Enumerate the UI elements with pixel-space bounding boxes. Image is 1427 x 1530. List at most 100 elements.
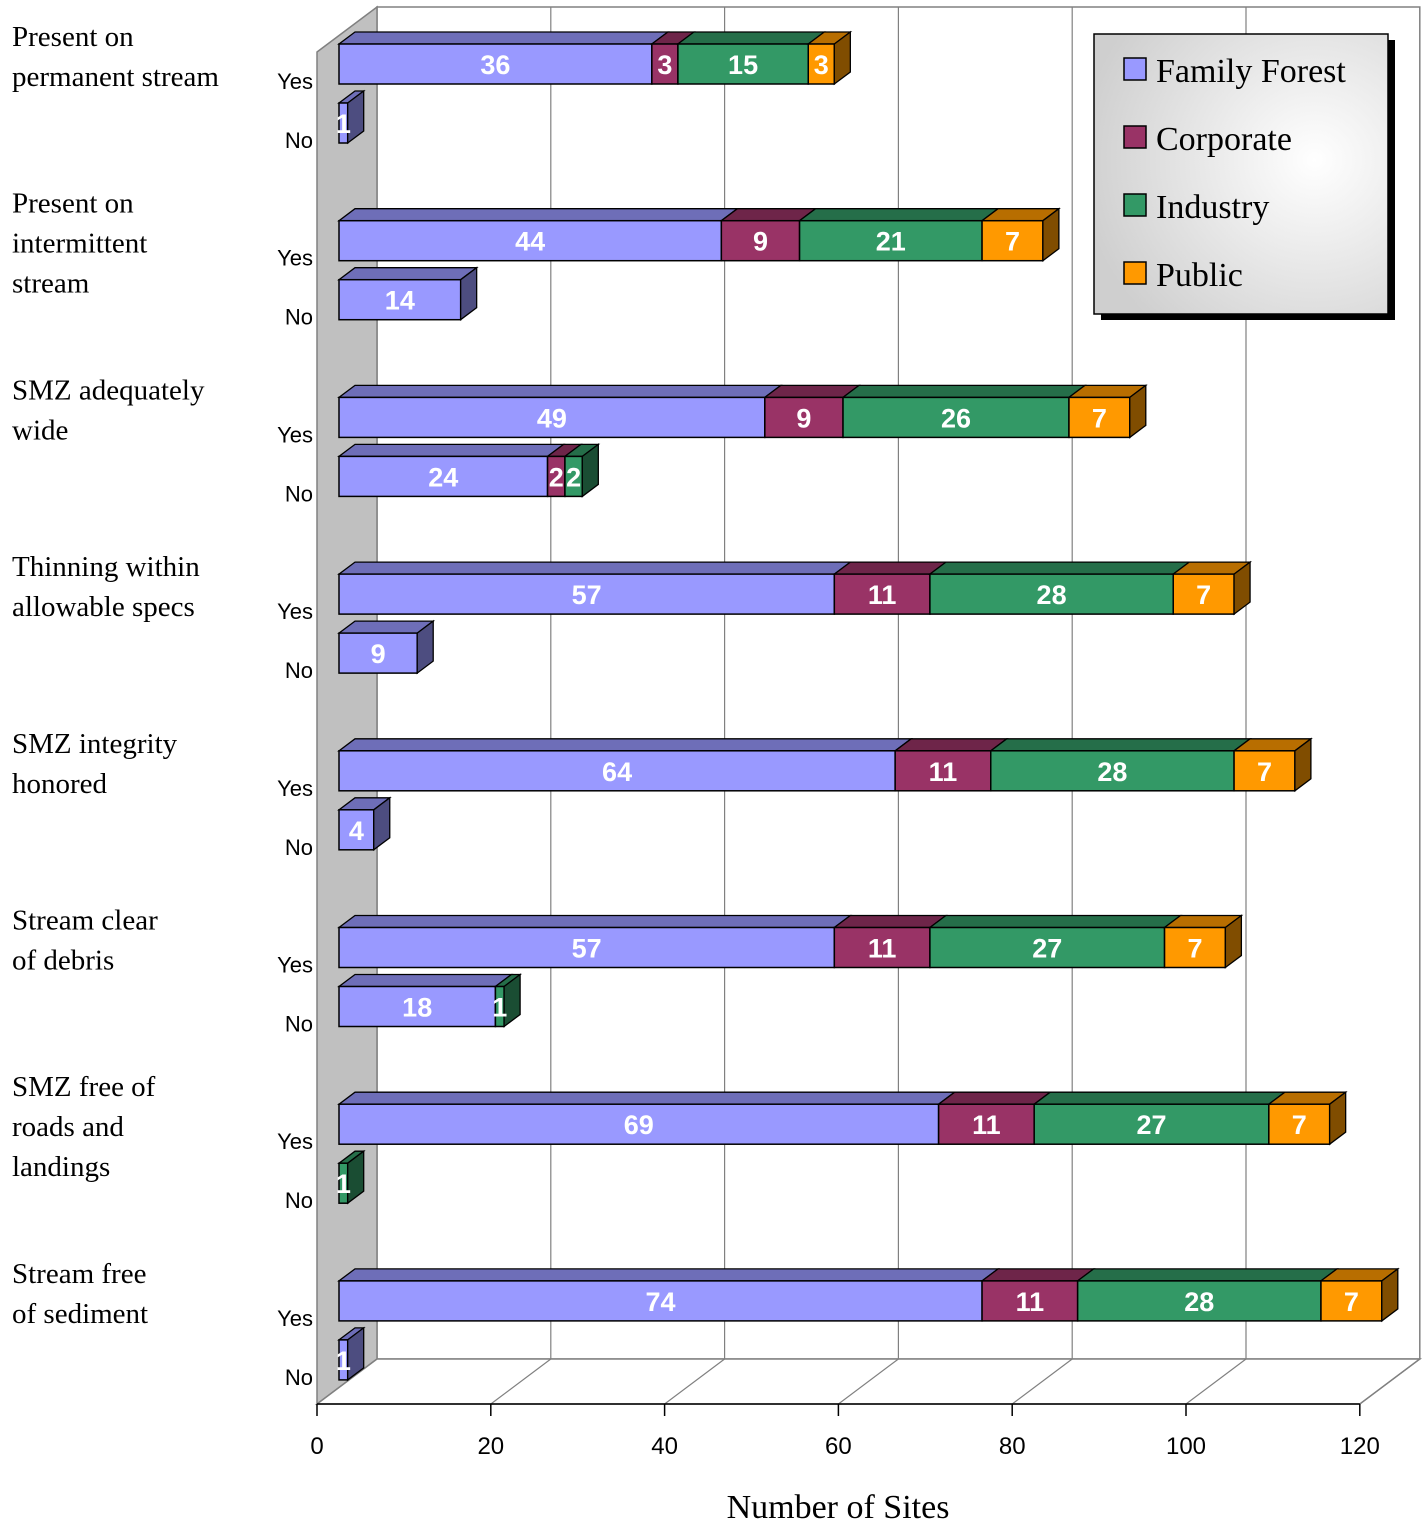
bar-segment [764, 396, 844, 439]
bar-segment [1068, 396, 1131, 439]
bar-data-label: 21 [876, 227, 906, 257]
category-label: SMZ free of [12, 1071, 156, 1103]
answer-label-no: No [285, 128, 313, 153]
bar-segment [338, 1280, 983, 1322]
bar-top-face [337, 1091, 957, 1105]
bar-data-label: 36 [480, 50, 510, 80]
bar-top-face [927, 914, 1183, 929]
answer-label-no: No [285, 1365, 313, 1390]
bar-data-label: 27 [1032, 934, 1062, 964]
legend-item-label: Family Forest [1156, 53, 1346, 90]
category-label: wide [12, 414, 68, 446]
x-tick-label: 60 [825, 1433, 852, 1460]
floor-gridline [1011, 1358, 1073, 1405]
bar-top-face [337, 443, 566, 458]
answer-label-yes: Yes [277, 599, 313, 624]
bar-segment [842, 396, 1070, 439]
legend-swatch [1123, 57, 1147, 81]
bar-segment [677, 43, 810, 85]
bar-side-face [1224, 914, 1243, 969]
category-label: intermittent [12, 228, 147, 260]
category-label: permanent stream [12, 61, 219, 93]
bar-data-label: 57 [572, 934, 602, 964]
bar-segment [1163, 926, 1227, 969]
bar-data-label: 7 [1196, 580, 1211, 610]
bar-segment [833, 573, 931, 615]
bar-segment [807, 43, 836, 85]
bar-data-label: 18 [402, 993, 432, 1023]
category-label: Stream free [12, 1258, 146, 1290]
legend-swatch [1123, 261, 1147, 285]
bar-data-label: 1 [492, 993, 507, 1023]
bar-data-label: 28 [1037, 580, 1067, 610]
x-tick-label: 100 [1166, 1433, 1206, 1460]
legend-item-label: Industry [1156, 189, 1269, 226]
category-label: allowable specs [12, 591, 195, 623]
legend-swatch [1123, 193, 1147, 217]
bar-top-face [337, 1268, 1001, 1282]
answer-label-yes: Yes [277, 69, 313, 94]
bar-segment [798, 219, 983, 262]
bar-segment [894, 750, 992, 792]
answer-label-yes: Yes [277, 953, 313, 978]
bar-top-face [337, 208, 740, 222]
bar-segment [338, 219, 723, 262]
bar-data-label: 11 [929, 757, 958, 787]
bar-segment [720, 219, 801, 262]
bar-segment [1233, 750, 1296, 792]
bar-data-label: 7 [1292, 1110, 1307, 1140]
floor-gridline [664, 1358, 725, 1405]
floor-gridline [490, 1358, 552, 1405]
bar-segment [1268, 1103, 1331, 1145]
bar-segment [937, 1103, 1035, 1145]
bar-segment [338, 632, 418, 674]
bar-top-face [1075, 1268, 1339, 1282]
bar-data-label: 1 [336, 1346, 351, 1376]
answer-label-no: No [285, 1012, 313, 1037]
bar-segment [338, 750, 896, 792]
category-label: honored [12, 768, 108, 800]
bar-side-face [1381, 1267, 1399, 1323]
legend-swatch [1123, 125, 1147, 149]
bar-top-face [337, 31, 670, 45]
bar-segment [990, 750, 1235, 792]
bar-data-label: 7 [1257, 757, 1272, 787]
x-tick-label: 20 [477, 1433, 504, 1460]
bar-top-face [832, 561, 948, 575]
bar-side-face [347, 1326, 365, 1382]
bar-segment [338, 43, 653, 85]
bar-top-face [797, 208, 1001, 222]
x-axis-title: Number of Sites [727, 1489, 950, 1525]
bar-top-face [936, 1091, 1053, 1105]
bar-top-face [1032, 1091, 1287, 1105]
bar-data-label: 1 [336, 1169, 351, 1199]
bar-top-face [337, 267, 479, 281]
category-label: of debris [12, 945, 114, 977]
bar-top-face [675, 31, 827, 45]
bar-top-face [337, 384, 783, 399]
bar-side-face [347, 89, 365, 145]
bar-side-face [373, 796, 391, 852]
bar-side-face [416, 619, 434, 675]
floor-gridline [1359, 1358, 1421, 1405]
bar-data-label: 11 [972, 1110, 1001, 1140]
bar-data-label: 7 [1092, 403, 1107, 433]
bar-data-label: 9 [753, 227, 768, 257]
bar-segment [1033, 1103, 1270, 1145]
legend-item-label: Corporate [1156, 121, 1292, 158]
category-label: SMZ adequately [12, 374, 205, 406]
floor-gridline [838, 1358, 899, 1405]
answer-label-no: No [285, 1188, 313, 1213]
bar-side-face [1129, 384, 1147, 439]
bar-segment [338, 573, 836, 615]
bar-data-label: 27 [1136, 1110, 1166, 1140]
x-tick-label: 80 [999, 1433, 1026, 1460]
bar-data-label: 9 [796, 403, 811, 433]
category-label: of sediment [12, 1298, 148, 1330]
category-label: Thinning within [12, 551, 200, 583]
bar-side-face [833, 30, 851, 86]
bar-data-label: 24 [428, 462, 458, 492]
answer-label-yes: Yes [277, 776, 313, 801]
bar-data-label: 11 [868, 934, 897, 964]
